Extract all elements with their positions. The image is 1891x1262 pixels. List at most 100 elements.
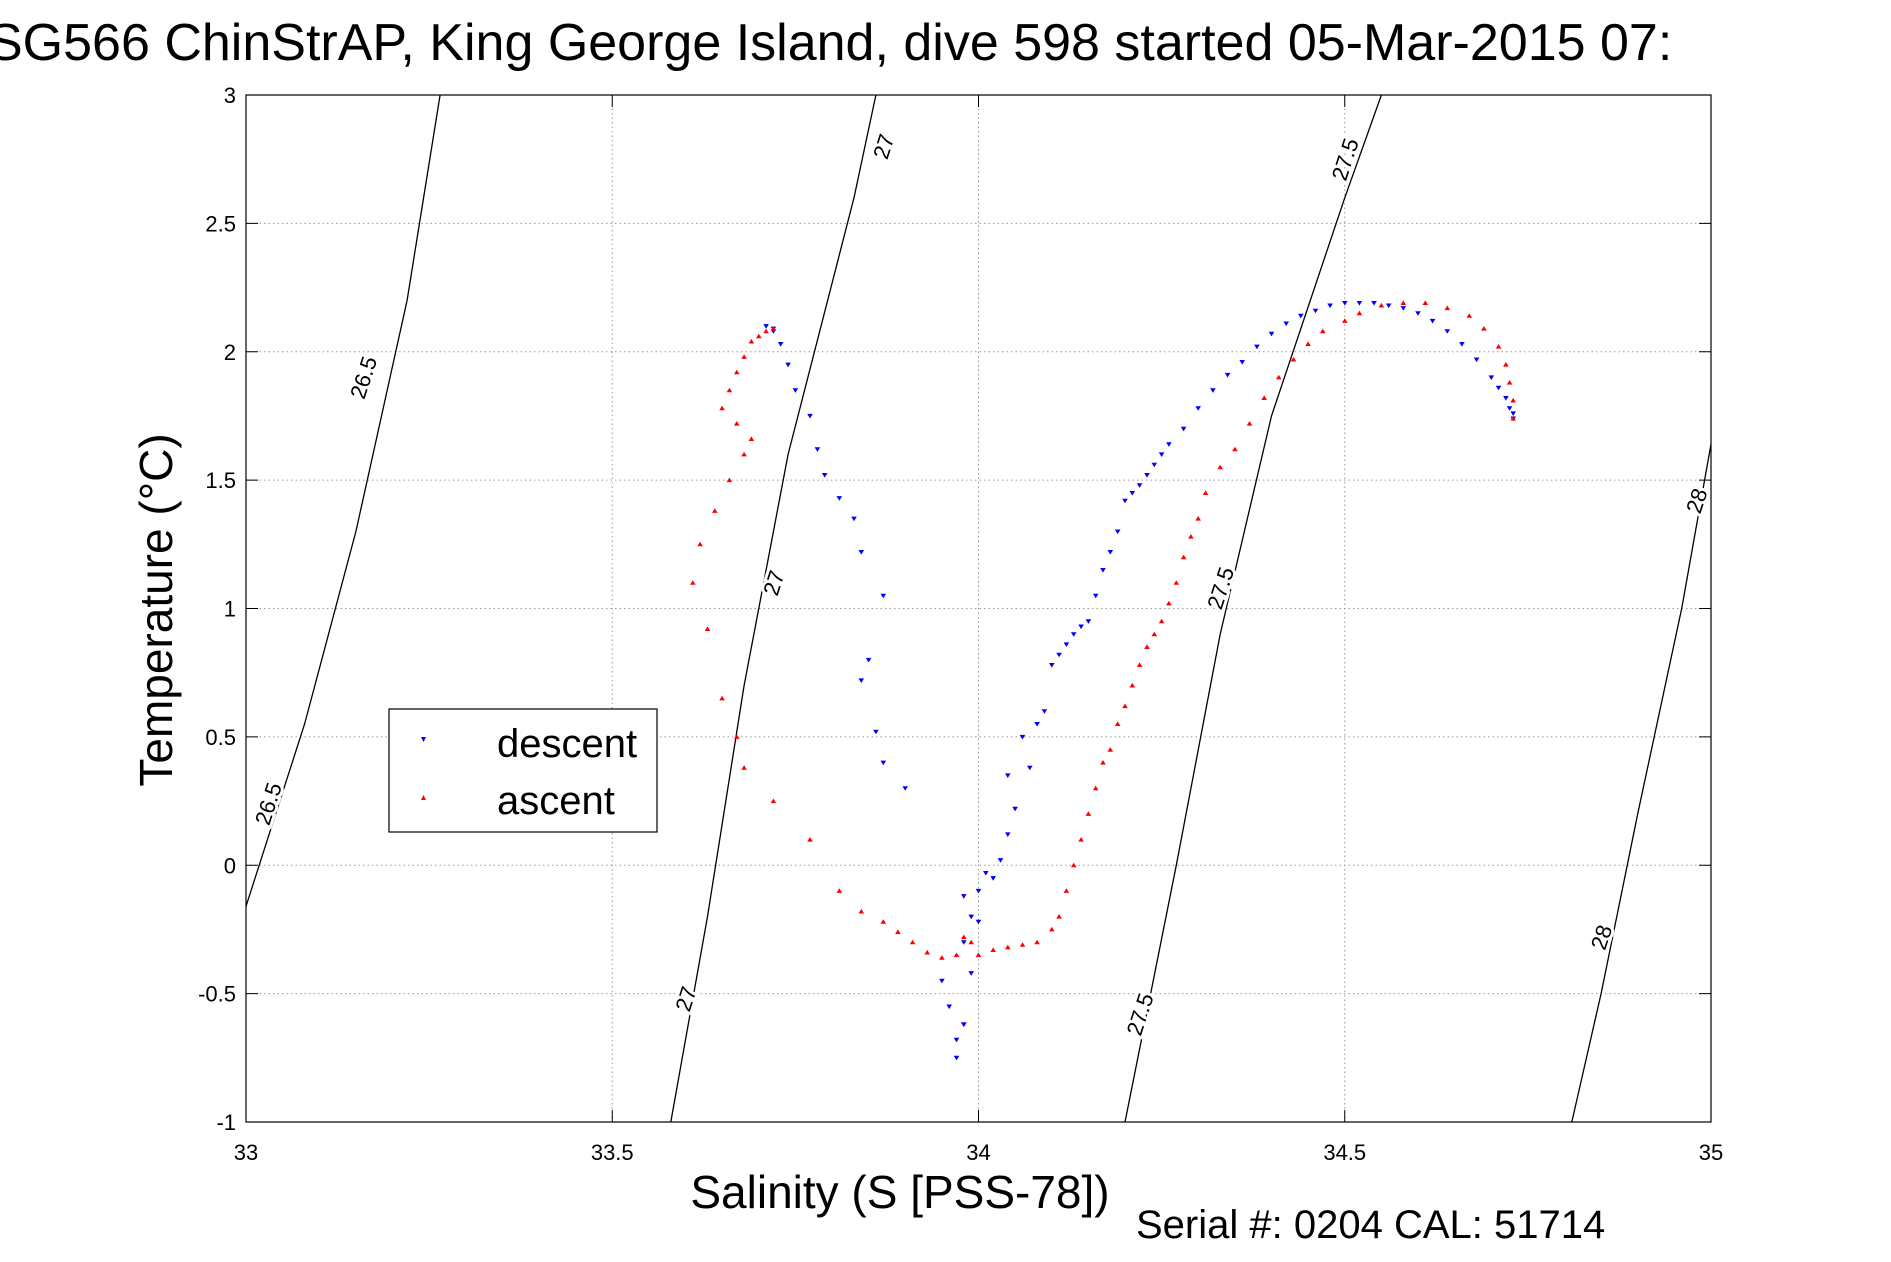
descent-point [1151,462,1158,468]
descent-point [1019,734,1026,740]
ascent-point [1188,534,1194,539]
ascent-point [836,888,843,893]
ascent-point [895,929,901,934]
ascent-point [726,387,733,393]
ascent-point [1136,662,1143,667]
y-tick-label: 2 [224,340,236,365]
ascent-point [1049,926,1055,932]
descent-point [961,894,967,899]
descent-point [1254,344,1260,350]
legend-ascent-label: ascent [497,779,615,823]
descent-point [1070,632,1077,637]
descent-point [777,342,784,347]
descent-point [961,1022,967,1027]
descent-point [975,919,982,925]
descent-point [1239,360,1245,365]
descent-point [814,447,821,452]
descent-point [1122,498,1128,504]
descent-point [1005,832,1011,837]
descent-point [1005,773,1011,778]
descent-point [975,888,982,894]
ascent-point [1481,326,1487,331]
descent-point [1049,663,1055,668]
ascent-point [1232,446,1238,452]
ascent-point [1019,942,1026,947]
descent-point [1158,452,1165,457]
x-axis-label: Salinity (S [PSS-78]) [690,1166,1109,1218]
descent-point [1078,624,1084,630]
density-contour-label: 27.5 [1327,135,1364,183]
ascent-point [770,326,777,331]
ascent-point [1378,302,1385,308]
descent-point [1107,550,1114,555]
ascent-point [719,405,725,411]
density-contour-label: 27.5 [1122,990,1159,1038]
descent-point [1085,619,1092,624]
descent-point [1400,306,1407,311]
ascent-point [1114,721,1121,726]
ascent-point [1422,300,1429,305]
descent-point [1027,765,1033,771]
x-tick-label: 35 [1699,1140,1723,1165]
descent-point [807,413,813,419]
ascent-point [961,934,967,940]
legend-ascent-marker [421,795,426,800]
ascent-point [1510,415,1516,421]
density-contour-line [1571,444,1712,1123]
descent-point [1129,491,1136,496]
descent-point [836,496,843,501]
legend-box [388,708,658,833]
ascent-series [690,300,1516,960]
ascent-point [741,451,747,457]
descent-point [1415,311,1421,316]
ascent-point [1173,580,1180,585]
descent-point [785,362,791,368]
ascent-point [770,798,777,804]
ascent-point [763,328,769,334]
y-tick-label: 0.5 [205,725,236,750]
ascent-point [1056,914,1062,919]
y-tick-label: 3 [224,83,236,108]
ascent-point [1444,305,1451,311]
ascent-point [748,436,755,441]
descent-point [953,1055,960,1061]
ascent-point [1122,703,1128,709]
descent-series [763,301,1516,1061]
ascent-point [1063,888,1070,893]
ascent-point [975,952,982,958]
ascent-point [756,333,762,339]
descent-point [990,876,996,881]
density-contour-label: 27 [670,983,701,1014]
descent-point [1210,388,1216,393]
ascent-point [1510,397,1516,403]
serial-cal-footer: Serial #: 0204 CAL: 51714 [1136,1203,1605,1247]
ascent-point [1466,313,1473,318]
descent-point [983,871,989,876]
descent-point [1136,483,1143,488]
ascent-point [1356,310,1363,316]
ascent-point [1290,356,1297,362]
ascent-point [1092,785,1099,791]
legend-descent-label: descent [497,722,637,766]
ascent-point [704,626,711,631]
ascent-point [741,765,747,770]
descent-point [851,516,857,522]
descent-point [1100,568,1106,573]
descent-point [1283,321,1289,327]
descent-point [946,1004,952,1010]
ascent-point [697,541,703,547]
descent-point [1342,301,1348,306]
ascent-point [1070,862,1077,868]
ascent-point [741,354,747,359]
y-tick-label: 0 [224,853,236,878]
ascent-point [1202,490,1209,495]
density-contours [245,94,1712,1123]
descent-point [821,473,828,478]
descent-point [1371,301,1377,306]
ascent-point [1276,374,1282,380]
density-contour-line [670,94,877,1123]
y-axis-label: Temperature (°C) [130,433,182,786]
legend-descent-marker [421,737,426,742]
descent-point [763,324,769,329]
descent-point [968,914,974,920]
